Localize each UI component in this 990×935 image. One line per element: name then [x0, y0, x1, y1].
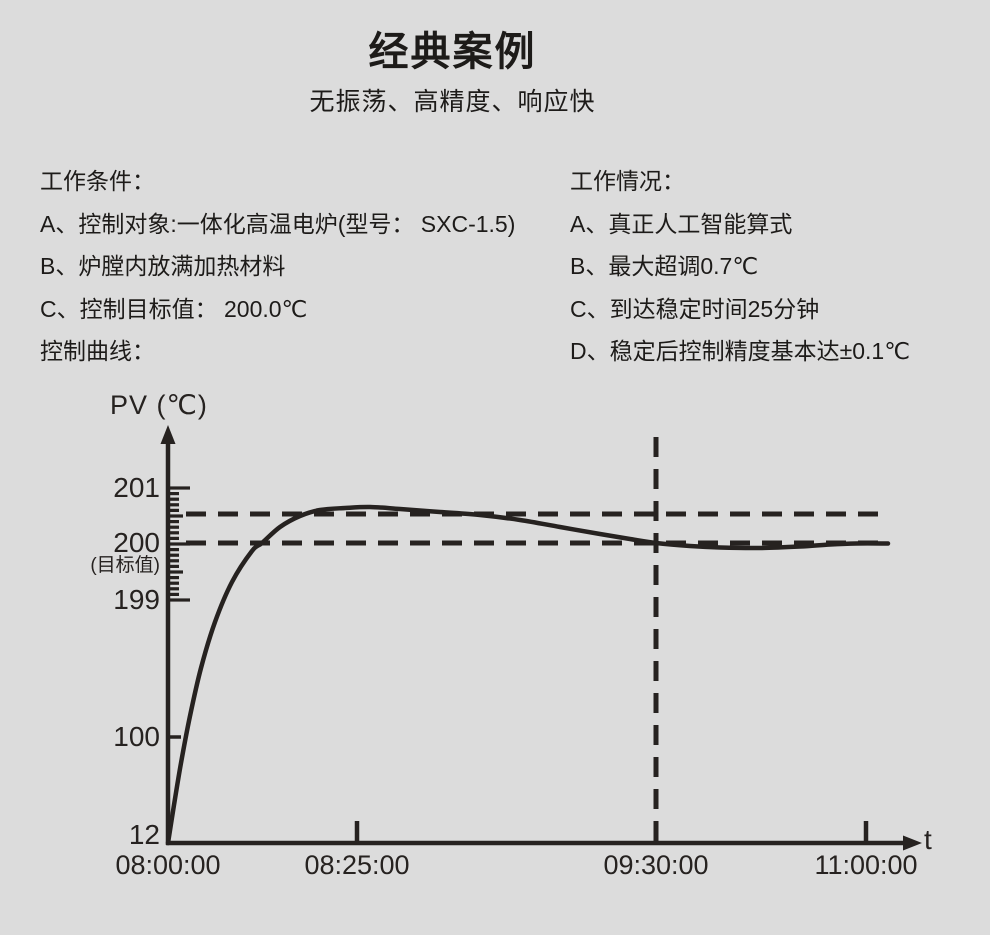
- y-ruler-tick: [168, 598, 190, 602]
- x-tick-label: 08:25:00: [304, 850, 410, 880]
- y-ruler-tick: [168, 486, 190, 490]
- condition-item-b: B、炉膛内放满加热材料: [40, 253, 286, 279]
- y-ruler-tick: [168, 542, 190, 546]
- working-conditions-block: 工作条件： A、控制对象:一体化高温电炉(型号： SXC-1.5) B、炉膛内放…: [40, 160, 515, 373]
- y-axis-label: PV (℃): [110, 390, 208, 420]
- pv-response-curve: [165, 504, 891, 846]
- y-ruler-tick: [168, 525, 179, 529]
- y-axis-arrow-icon: [160, 425, 176, 444]
- y-ruler-tick: [168, 536, 179, 540]
- y-tick-label: 200: [113, 527, 160, 558]
- condition-item-a: A、控制对象:一体化高温电炉(型号： SXC-1.5): [40, 210, 516, 237]
- y-ruler-tick: [168, 553, 179, 557]
- x-tick-label: 11:00:00: [814, 850, 918, 880]
- result-item-c: C、到达稳定时间25分钟: [570, 295, 820, 322]
- y-ruler-tick: [168, 497, 179, 501]
- y-ruler-tick: [168, 548, 179, 552]
- y-ruler-tick: [168, 592, 179, 596]
- control-curve-caption: 控制曲线：: [40, 338, 155, 364]
- result-item-a: A、真正人工智能算式: [570, 210, 793, 237]
- y-ruler-tick: [168, 520, 179, 524]
- y-ruler-tick: [168, 559, 179, 563]
- condition-item-c: C、控制目标值： 200.0℃: [40, 295, 308, 322]
- y-tick-label: 100: [113, 721, 160, 752]
- y-ruler-tick: [168, 492, 179, 496]
- result-item-d: D、稳定后控制精度基本达±0.1℃: [570, 338, 911, 364]
- y-ruler-tick: [168, 508, 179, 512]
- working-conditions-heading: 工作条件：: [40, 168, 155, 194]
- x-tick-label: 09:30:00: [603, 850, 709, 880]
- y-ruler-tick: [168, 587, 179, 591]
- y-tick-label: 199: [113, 584, 160, 615]
- y-ruler-tick: [168, 514, 183, 518]
- y-tick-label: 12: [128, 819, 160, 850]
- y-tick-mark: [168, 735, 181, 739]
- y-ruler-tick: [168, 576, 179, 580]
- y-tick-sublabel-target: (目标值): [90, 555, 160, 576]
- y-ruler-tick: [168, 503, 179, 507]
- working-results-block: 工作情况： A、真正人工智能算式 B、最大超调0.7℃ C、到达稳定时间25分钟…: [570, 160, 910, 373]
- x-tick-label: 08:00:00: [115, 850, 221, 880]
- page-title: 经典案例: [368, 30, 537, 74]
- result-item-b: B、最大超调0.7℃: [570, 253, 759, 279]
- y-tick-label: 201: [113, 472, 160, 503]
- x-axis-arrow-icon: [903, 835, 922, 851]
- y-ruler-tick: [168, 570, 183, 574]
- y-ruler-tick: [168, 581, 179, 585]
- y-ruler-tick: [168, 564, 179, 568]
- working-results-heading: 工作情况：: [570, 168, 685, 194]
- x-axis-label: t: [924, 824, 932, 855]
- y-ruler-tick: [168, 531, 179, 535]
- page-subtitle: 无振荡、高精度、响应快: [309, 88, 596, 116]
